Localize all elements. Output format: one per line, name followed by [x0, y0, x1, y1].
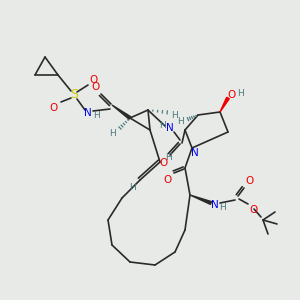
Text: H: H	[130, 182, 136, 191]
Text: H: H	[177, 118, 183, 127]
Text: N: N	[211, 200, 219, 210]
Text: H: H	[159, 121, 165, 130]
Text: O: O	[50, 103, 58, 113]
Text: H: H	[172, 112, 178, 121]
Text: H: H	[165, 152, 171, 161]
Text: H: H	[93, 110, 99, 119]
Text: N: N	[166, 123, 174, 133]
Text: S: S	[70, 88, 78, 101]
Text: O: O	[160, 158, 168, 168]
Text: N: N	[191, 148, 199, 158]
Text: N: N	[84, 108, 92, 118]
Polygon shape	[220, 97, 229, 112]
Text: O: O	[163, 175, 171, 185]
Text: H: H	[238, 89, 244, 98]
Polygon shape	[112, 105, 131, 119]
Text: O: O	[89, 75, 97, 85]
Polygon shape	[190, 195, 212, 204]
Text: O: O	[245, 176, 253, 186]
Text: H: H	[220, 203, 226, 212]
Text: O: O	[92, 82, 100, 92]
Text: O: O	[249, 205, 257, 215]
Text: H: H	[110, 128, 116, 137]
Text: O: O	[228, 90, 236, 100]
